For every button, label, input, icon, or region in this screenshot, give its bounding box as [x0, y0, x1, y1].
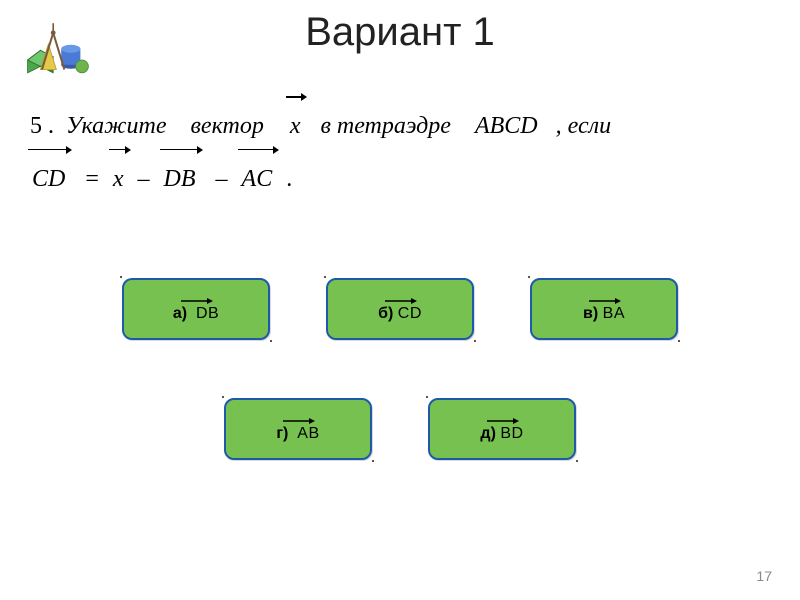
answer-label: д) BD	[480, 426, 523, 442]
arrow-icon	[281, 417, 315, 425]
minus1: –	[138, 166, 150, 192]
arrow-icon	[587, 297, 621, 305]
arrow-icon	[383, 297, 417, 305]
arrow-icon	[179, 297, 213, 305]
vec-x: x	[288, 100, 303, 153]
t4: , если	[556, 113, 611, 139]
vec-ac: AC	[240, 153, 275, 206]
t2: вектор	[191, 113, 264, 139]
arrow-icon	[485, 417, 519, 425]
answer-b[interactable]: б) CD	[326, 278, 474, 340]
page-number: 17	[756, 568, 772, 584]
answer-label: г) AB	[276, 426, 319, 442]
vec-cd: CD	[30, 153, 67, 206]
question-number: 5 .	[30, 113, 54, 139]
vec-x2: x	[111, 153, 126, 206]
answer-row: г) AB д) BD	[0, 398, 800, 460]
answer-g[interactable]: г) AB	[224, 398, 372, 460]
tetra: ABCD	[475, 113, 538, 139]
answer-label: б) CD	[378, 306, 422, 322]
answers-area: а) DB б) CD в) BA г) AB	[0, 278, 800, 518]
answer-a[interactable]: а) DB	[122, 278, 270, 340]
minus2: –	[216, 166, 228, 192]
answer-label: а) DB	[173, 306, 219, 322]
question-text: 5 . Укажите вектор x в тетраэдре ABCD , …	[30, 100, 770, 206]
dot: .	[286, 166, 292, 192]
vec-db: DB	[162, 153, 198, 206]
answer-label: в) BA	[583, 306, 625, 322]
t3: в тетраэдре	[320, 113, 450, 139]
page-title: Вариант 1	[0, 10, 800, 55]
answer-v[interactable]: в) BA	[530, 278, 678, 340]
answer-row: а) DB б) CD в) BA	[0, 278, 800, 340]
eq: =	[85, 166, 99, 192]
answer-d[interactable]: д) BD	[428, 398, 576, 460]
t1: Укажите	[66, 113, 167, 139]
